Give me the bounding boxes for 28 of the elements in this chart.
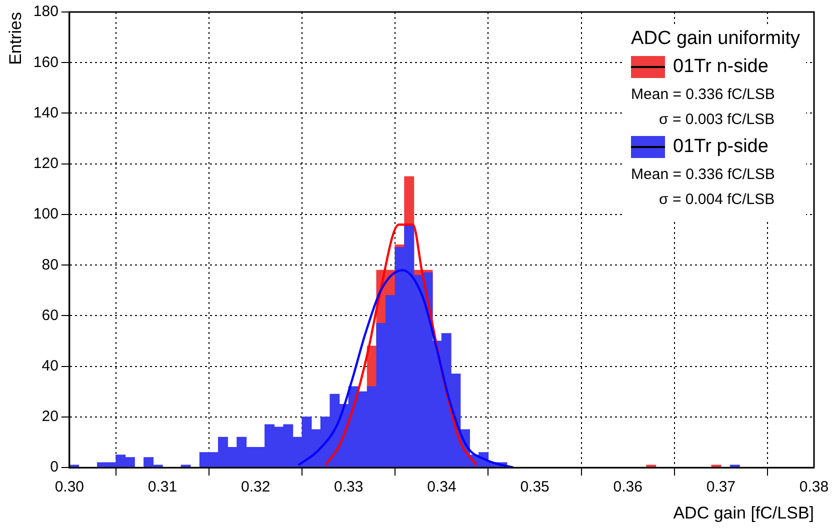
x-axis-title: ADC gain [fC/LSB] bbox=[673, 503, 814, 522]
y-tick-label: 80 bbox=[42, 256, 58, 274]
x-tick-label: 0.34 bbox=[427, 478, 456, 496]
x-tick-label: 0.31 bbox=[148, 478, 178, 496]
annotation: Mean = 0.336 fC/LSB bbox=[631, 166, 776, 183]
x-tick-label: 0.33 bbox=[334, 478, 364, 496]
annotation: σ = 0.003 fC/LSB bbox=[658, 111, 776, 128]
y-tick-label: 120 bbox=[33, 155, 58, 172]
y-tick-label: 60 bbox=[42, 306, 58, 324]
annotation: σ = 0.004 fC/LSB bbox=[658, 191, 776, 208]
x-tick-label: 0.36 bbox=[613, 478, 642, 496]
x-tick-label: 0.30 bbox=[54, 478, 84, 496]
x-tick-label: 0.35 bbox=[520, 478, 550, 496]
y-axis-title: Entries bbox=[6, 12, 25, 65]
legend-label: 01Tr n-side bbox=[673, 56, 768, 78]
y-tick-label: 20 bbox=[42, 408, 58, 426]
y-tick-label: 140 bbox=[33, 104, 58, 122]
y-tick-label: 0 bbox=[50, 458, 58, 476]
annotation: Mean = 0.336 fC/LSB bbox=[631, 86, 776, 103]
x-tick-label: 0.38 bbox=[799, 478, 829, 496]
x-tick-label: 0.37 bbox=[706, 478, 736, 496]
y-tick-label: 100 bbox=[33, 206, 58, 223]
y-tick-label: 160 bbox=[33, 54, 58, 71]
legend-title: ADC gain uniformity bbox=[631, 28, 800, 50]
legend-label: 01Tr p-side bbox=[673, 136, 768, 158]
x-tick-label: 0.32 bbox=[240, 478, 270, 496]
y-tick-label: 180 bbox=[33, 3, 58, 20]
y-tick-label: 40 bbox=[42, 357, 58, 374]
